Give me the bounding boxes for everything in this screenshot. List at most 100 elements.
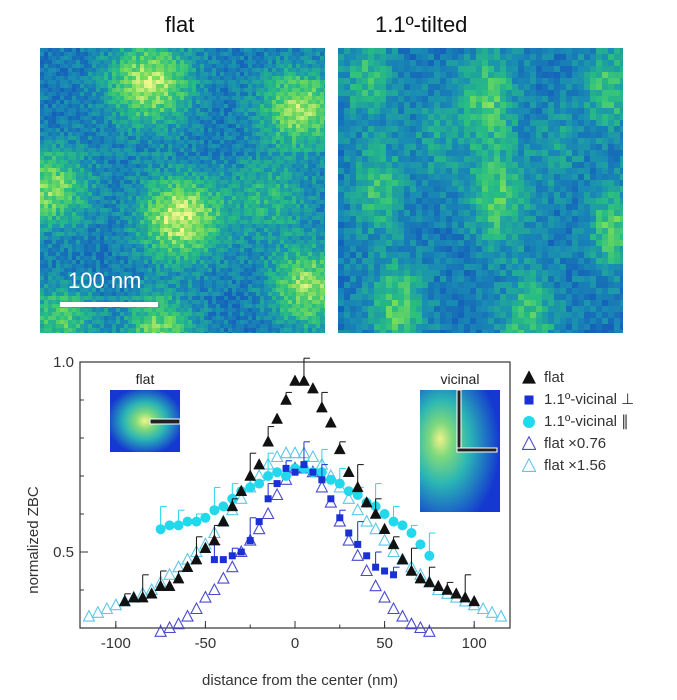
legend-symbol xyxy=(522,436,536,450)
data-point xyxy=(288,446,302,459)
series-3 xyxy=(154,461,436,637)
data-point xyxy=(182,516,193,527)
data-point xyxy=(387,601,400,615)
legend-marker xyxy=(523,416,535,428)
data-point xyxy=(351,548,365,561)
data-point xyxy=(363,552,371,560)
data-point xyxy=(262,435,275,447)
data-point xyxy=(237,548,245,556)
data-point xyxy=(396,609,409,622)
data-point xyxy=(298,374,310,386)
data-point xyxy=(234,491,248,504)
x-tick-label: -100 xyxy=(101,635,131,652)
data-point xyxy=(253,458,266,470)
data-point xyxy=(396,553,409,565)
data-point xyxy=(327,495,335,503)
data-point xyxy=(309,468,317,476)
data-point xyxy=(91,605,105,618)
data-point xyxy=(441,583,454,595)
data-point xyxy=(422,624,436,637)
legend-item: 1.1º-vicinal ∥ xyxy=(522,410,634,432)
series-0 xyxy=(118,357,481,607)
right-map-title: 1.1º-tilted xyxy=(375,12,468,37)
data-point xyxy=(405,617,418,630)
legend-item: 1.1º-vicinal ⊥ xyxy=(522,388,634,410)
data-point xyxy=(414,620,427,634)
data-point xyxy=(415,539,426,550)
legend-marker xyxy=(522,436,536,450)
data-point xyxy=(199,590,212,603)
data-point xyxy=(352,490,363,500)
data-point xyxy=(334,478,345,489)
data-point xyxy=(345,529,353,537)
data-point xyxy=(289,374,301,386)
data-point xyxy=(406,528,417,538)
data-point xyxy=(200,512,211,523)
legend-symbol xyxy=(523,416,535,428)
data-point xyxy=(190,601,203,615)
data-point xyxy=(246,537,254,545)
data-point xyxy=(270,449,284,463)
data-point xyxy=(181,609,194,622)
legend-label: 1.1º-vicinal ⊥ xyxy=(544,391,635,408)
legend-marker xyxy=(522,370,536,384)
legend-item: flat ×0.76 xyxy=(522,432,634,454)
flat-inset: flat xyxy=(110,371,181,452)
data-point xyxy=(459,591,472,603)
chart-insets: flat vicinal xyxy=(110,371,500,512)
data-point xyxy=(218,501,229,512)
data-point xyxy=(291,468,299,476)
data-point xyxy=(379,509,390,519)
data-point xyxy=(261,506,275,520)
data-point xyxy=(315,480,329,493)
data-point xyxy=(372,563,380,571)
legend-item: flat ×1.56 xyxy=(522,454,634,476)
data-point xyxy=(100,601,114,615)
data-point xyxy=(388,516,399,527)
data-point xyxy=(271,412,283,424)
legend-label: flat ×0.76 xyxy=(544,434,607,452)
data-point xyxy=(163,620,176,634)
data-point xyxy=(163,567,176,580)
data-point xyxy=(181,560,194,572)
data-point xyxy=(351,480,364,493)
data-point xyxy=(424,550,435,561)
data-point xyxy=(164,520,175,531)
data-point xyxy=(333,442,346,455)
data-point xyxy=(216,571,230,584)
data-point xyxy=(369,507,382,519)
data-point xyxy=(423,575,436,588)
data-point xyxy=(476,601,490,615)
y-axis-label: normalized ZBC xyxy=(25,486,42,594)
legend-symbol xyxy=(524,395,534,405)
legend-marker xyxy=(522,458,536,472)
data-point xyxy=(136,591,149,603)
data-point xyxy=(432,579,445,591)
vicinal-inset-label: vicinal xyxy=(441,371,480,387)
x-tick-label: 100 xyxy=(462,635,487,652)
data-point xyxy=(378,533,391,546)
data-point xyxy=(272,467,283,478)
data-point xyxy=(315,401,328,413)
error-bar xyxy=(303,441,310,465)
data-point xyxy=(281,471,292,481)
data-point xyxy=(154,579,167,591)
data-point xyxy=(255,518,263,526)
legend-label: flat ×1.56 xyxy=(544,456,607,474)
scale-bar-label: 100 nm xyxy=(68,268,142,293)
data-point xyxy=(225,560,239,573)
data-point xyxy=(235,484,248,496)
error-bar xyxy=(357,521,364,545)
data-point xyxy=(405,564,418,576)
data-point xyxy=(336,514,344,522)
y-tick-label: 1.0 xyxy=(53,354,74,371)
data-point xyxy=(279,446,293,459)
data-point xyxy=(342,465,355,477)
data-point xyxy=(264,495,272,503)
data-point xyxy=(300,461,308,469)
data-point xyxy=(342,533,356,546)
flat-inset-label: flat xyxy=(136,371,155,387)
x-axis-label: distance from the center (nm) xyxy=(202,672,398,689)
data-point xyxy=(306,449,320,463)
data-point xyxy=(307,382,319,394)
